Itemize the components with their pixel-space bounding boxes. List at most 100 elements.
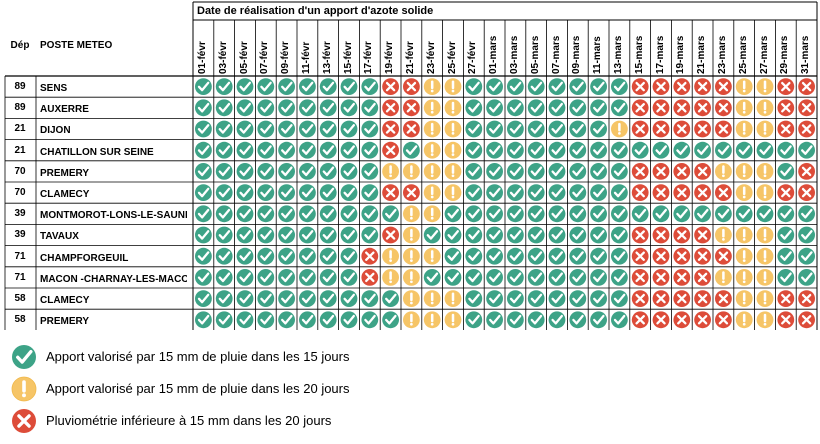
warning-icon xyxy=(444,311,462,329)
warning-icon xyxy=(735,247,753,265)
check-icon xyxy=(195,141,212,159)
check-icon xyxy=(215,311,233,329)
cross-icon xyxy=(694,78,711,95)
check-icon xyxy=(278,290,295,307)
date-header: 23-mars xyxy=(717,35,728,74)
station-name-cell: CHAMPFORGEUIL xyxy=(40,252,129,264)
check-icon xyxy=(527,290,545,307)
station-column-header: POSTE METEO xyxy=(40,40,113,51)
check-icon xyxy=(257,120,275,138)
check-icon xyxy=(548,226,566,244)
cross-icon xyxy=(798,184,815,202)
cross-icon xyxy=(798,120,815,138)
check-icon xyxy=(195,99,212,117)
check-icon xyxy=(486,163,503,180)
check-icon xyxy=(236,205,254,223)
check-icon xyxy=(319,78,337,95)
check-icon xyxy=(507,78,524,95)
check-icon xyxy=(777,269,795,286)
date-header: 19-mars xyxy=(675,35,687,74)
check-icon xyxy=(465,184,483,202)
check-icon xyxy=(465,311,483,329)
date-header: 11-févr xyxy=(301,41,312,74)
check-icon xyxy=(486,78,503,95)
cross-icon xyxy=(673,290,691,307)
warning-icon xyxy=(11,376,37,402)
check-icon xyxy=(361,311,379,329)
check-icon xyxy=(590,290,607,307)
cross-icon xyxy=(798,290,815,307)
check-icon xyxy=(236,247,254,265)
check-icon xyxy=(215,290,233,307)
check-icon xyxy=(236,226,254,244)
check-icon xyxy=(527,311,545,329)
check-icon xyxy=(278,120,295,138)
warning-icon xyxy=(444,163,462,180)
check-icon xyxy=(195,269,212,286)
check-icon xyxy=(257,269,275,286)
date-header: 27-févr xyxy=(467,41,479,74)
dep-column-header: Dép xyxy=(10,40,30,51)
check-icon xyxy=(569,226,587,244)
check-icon xyxy=(382,205,399,223)
warning-icon xyxy=(756,311,774,329)
warning-icon xyxy=(423,184,441,202)
warning-icon xyxy=(403,205,420,223)
cross-icon xyxy=(382,120,399,138)
dep-cell: 70 xyxy=(14,165,26,177)
check-icon xyxy=(361,141,379,159)
check-icon xyxy=(195,184,212,202)
dep-cell: 58 xyxy=(14,314,26,326)
check-icon xyxy=(299,141,316,159)
cross-icon xyxy=(715,290,732,307)
cross-icon xyxy=(631,226,649,244)
warning-icon xyxy=(756,290,774,307)
check-icon xyxy=(319,163,337,180)
check-icon xyxy=(236,269,254,286)
check-icon xyxy=(611,290,628,307)
check-icon xyxy=(299,311,316,329)
check-icon xyxy=(340,184,358,202)
check-icon xyxy=(319,120,337,138)
check-icon xyxy=(486,99,503,117)
date-header: 25-mars xyxy=(737,35,749,74)
check-icon xyxy=(444,205,462,223)
cross-icon xyxy=(631,120,649,138)
check-icon xyxy=(12,345,36,369)
check-icon xyxy=(590,141,607,159)
check-icon xyxy=(673,141,691,159)
check-icon xyxy=(486,184,503,202)
check-icon xyxy=(361,120,379,138)
check-icon xyxy=(215,78,233,95)
warning-icon xyxy=(756,99,774,117)
check-icon xyxy=(403,141,420,159)
data-table xyxy=(4,1,818,330)
cross-icon xyxy=(361,247,379,265)
check-icon xyxy=(527,247,545,265)
check-icon xyxy=(715,205,732,223)
warning-icon xyxy=(403,226,420,244)
check-icon xyxy=(590,163,607,180)
check-icon xyxy=(798,247,815,265)
cross-icon xyxy=(715,120,732,138)
check-icon xyxy=(361,163,379,180)
check-icon xyxy=(798,141,815,159)
warning-icon xyxy=(715,226,732,244)
check-icon xyxy=(215,120,233,138)
warning-icon xyxy=(444,141,462,159)
check-icon xyxy=(527,184,545,202)
check-icon xyxy=(319,141,337,159)
check-icon xyxy=(590,247,607,265)
check-icon xyxy=(548,163,566,180)
dep-cell: 21 xyxy=(14,144,26,156)
check-icon xyxy=(215,247,233,265)
check-icon xyxy=(569,205,587,223)
check-icon xyxy=(236,120,254,138)
cross-icon xyxy=(694,247,711,265)
cross-icon xyxy=(652,78,670,95)
date-header: 01-févr xyxy=(197,41,208,74)
cross-icon xyxy=(652,120,670,138)
check-icon xyxy=(507,247,524,265)
check-icon xyxy=(319,184,337,202)
check-icon xyxy=(236,163,254,180)
